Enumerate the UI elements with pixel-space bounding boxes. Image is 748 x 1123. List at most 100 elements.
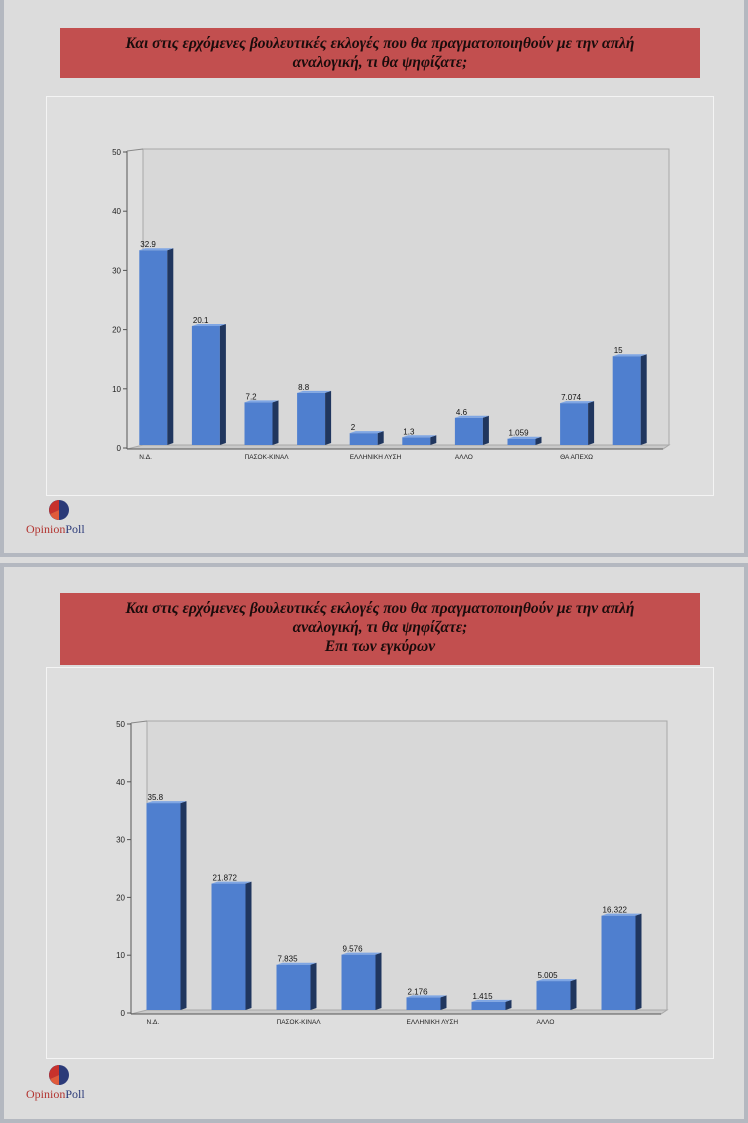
y-tick-label: 20 xyxy=(116,893,125,902)
y-tick-label: 0 xyxy=(117,444,122,453)
x-tick-label: Ν.Δ. xyxy=(147,1019,160,1026)
x-tick-label: ΑΛΛΟ xyxy=(537,1019,555,1026)
title-line: Και στις ερχόμενες βουλευτικές εκλογές π… xyxy=(125,600,635,617)
y-tick-label: 50 xyxy=(112,148,121,157)
bar-side xyxy=(588,401,595,445)
bar-side xyxy=(570,979,577,1010)
bar-value-label: 1.3 xyxy=(403,427,415,436)
y-tick-label: 0 xyxy=(121,1009,126,1018)
bar-side xyxy=(180,801,187,1010)
bar-front xyxy=(341,954,376,1010)
bar-side xyxy=(245,881,252,1010)
bar-chart-all: 0 10 20 30 40 50 32.9 Ν.Δ. 20.1 7.2 ΠΑΣΟΚ-ΚΙΝΑΛ 8.8… xyxy=(112,148,671,461)
bar-top xyxy=(402,435,437,438)
bar-side xyxy=(310,962,317,1010)
bar-top xyxy=(341,952,382,955)
bar xyxy=(349,431,384,445)
bar-value-label: 9.576 xyxy=(343,945,364,954)
bar-value-label: 1.415 xyxy=(473,992,494,1001)
bar-front xyxy=(507,438,536,445)
bar-value-label: 1.059 xyxy=(509,429,530,438)
bar-front xyxy=(146,803,181,1010)
bar xyxy=(297,390,332,445)
bar xyxy=(471,999,512,1010)
x-tick-label: ΠΑΣΟΚ-ΚΙΝΑΛ xyxy=(245,454,290,461)
bar xyxy=(406,995,447,1010)
y-tick-label: 50 xyxy=(116,720,125,729)
bar xyxy=(507,436,542,445)
bar-front xyxy=(536,981,571,1010)
bar-side xyxy=(635,913,642,1010)
bar-top xyxy=(191,324,226,327)
bar-side xyxy=(430,435,437,445)
bar xyxy=(276,962,317,1010)
bar-top xyxy=(601,913,642,916)
bar-top xyxy=(536,979,577,982)
bar-value-label: 35.8 xyxy=(148,793,164,802)
bar-top xyxy=(454,415,489,418)
slide-title: Και στις ερχόμενες βουλευτικές εκλογές π… xyxy=(60,28,700,78)
bar-value-label: 2.176 xyxy=(408,987,429,996)
bar xyxy=(454,415,489,445)
bar-front xyxy=(402,437,431,445)
x-tick-label: Ν.Δ. xyxy=(139,454,152,461)
bar-side xyxy=(440,995,447,1010)
bar-side xyxy=(167,248,174,445)
bar-front xyxy=(191,326,220,445)
bar xyxy=(341,952,382,1010)
logo-globe-icon xyxy=(49,1065,69,1085)
y-tick-label: 40 xyxy=(112,207,121,216)
y-tick-label: 10 xyxy=(112,385,121,394)
slide-title: Και στις ερχόμενες βουλευτικές εκλογές π… xyxy=(60,593,700,665)
bar-top xyxy=(244,400,279,403)
plot-floor xyxy=(126,444,671,450)
bar-front xyxy=(454,417,483,445)
bar xyxy=(191,324,226,445)
bar-side xyxy=(375,952,382,1010)
bar-top xyxy=(211,881,252,884)
bar-chart-valid: 0 10 20 30 40 50 35.8 Ν.Δ. 21.872 7.835 ΠΑΣΟΚ-ΚΙΝΑ… xyxy=(116,720,669,1026)
bar xyxy=(146,801,187,1010)
bar-front xyxy=(560,403,589,445)
bar xyxy=(211,881,252,1010)
bar-top xyxy=(406,995,447,998)
title-line: αναλογική, τι θα ψηφίζατε; xyxy=(292,54,468,71)
x-tick-label: ΑΛΛΟ xyxy=(455,454,473,461)
bar-top xyxy=(507,436,542,439)
bar-value-label: 7.074 xyxy=(561,393,582,402)
bar-value-label: 4.6 xyxy=(456,408,468,417)
title-line: αναλογική, τι θα ψηφίζατε; xyxy=(292,619,468,636)
bar-front xyxy=(211,883,246,1010)
bar-top xyxy=(349,431,384,434)
title-line: Και στις ερχόμενες βουλευτικές εκλογές π… xyxy=(125,35,635,52)
bar-side xyxy=(272,400,279,445)
bar-value-label: 7.835 xyxy=(278,955,299,964)
y-tick-label: 20 xyxy=(112,326,121,335)
bar-front xyxy=(139,250,168,445)
bar-value-label: 2 xyxy=(351,423,356,432)
bar-front xyxy=(612,356,641,445)
logo-text: OpinionPoll xyxy=(26,522,85,536)
bar-front xyxy=(471,1001,506,1010)
bar-value-label: 8.8 xyxy=(298,383,310,392)
bar-front xyxy=(601,915,636,1010)
bar-front xyxy=(349,433,378,445)
bar xyxy=(139,248,174,445)
y-axis-top xyxy=(130,720,148,724)
bar-value-label: 16.322 xyxy=(603,906,628,915)
bar-value-label: 5.005 xyxy=(538,971,559,980)
bar-top xyxy=(560,401,595,404)
chart-frame: 0 10 20 30 40 50 32.9 Ν.Δ. 20.1 7.2 ΠΑΣΟΚ-ΚΙΝΑΛ 8.8… xyxy=(46,96,714,496)
bar xyxy=(560,401,595,445)
bar-side xyxy=(535,436,542,445)
bar-side xyxy=(219,324,226,445)
y-tick-label: 10 xyxy=(116,951,125,960)
logo-globe-icon xyxy=(49,500,69,520)
y-tick-label: 40 xyxy=(116,778,125,787)
bar-front xyxy=(244,402,273,445)
bar-top xyxy=(297,390,332,393)
x-tick-label: ΠΑΣΟΚ-ΚΙΝΑΛ xyxy=(277,1019,322,1026)
logo-text: OpinionPoll xyxy=(26,1087,85,1101)
x-tick-label: ΘΑ ΑΠΕΧΩ xyxy=(560,454,593,461)
bar-top xyxy=(276,962,317,965)
